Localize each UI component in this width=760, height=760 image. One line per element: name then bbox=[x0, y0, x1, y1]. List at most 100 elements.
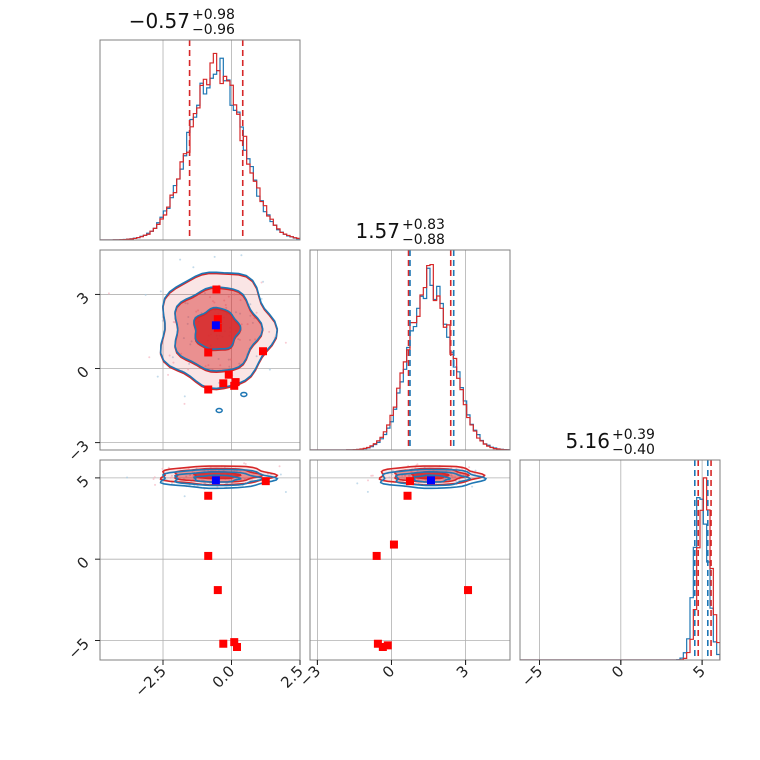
sample-point bbox=[180, 352, 183, 355]
sample-point bbox=[187, 368, 190, 371]
sample-point bbox=[211, 300, 214, 303]
contour-blue-mid bbox=[394, 470, 472, 487]
sample-point bbox=[471, 485, 474, 488]
sample-point bbox=[171, 356, 174, 359]
sample-point bbox=[244, 477, 247, 480]
panel-title-value-1: 1.57 bbox=[355, 219, 400, 243]
sample-point bbox=[462, 473, 465, 476]
marker-blue bbox=[211, 321, 220, 330]
contour-blue-mid bbox=[174, 286, 264, 372]
sample-point bbox=[203, 292, 206, 295]
sample-point bbox=[391, 473, 394, 476]
sample-point bbox=[167, 373, 170, 376]
marker-red bbox=[403, 491, 412, 500]
sample-point bbox=[249, 314, 252, 317]
marginal-panel-0 bbox=[100, 40, 300, 240]
sample-point bbox=[148, 356, 151, 359]
marker-red bbox=[204, 491, 213, 500]
sample-point bbox=[213, 301, 216, 304]
sample-point bbox=[416, 463, 419, 466]
sample-point bbox=[204, 365, 207, 368]
sample-point bbox=[450, 467, 453, 470]
pair-panel-1 bbox=[100, 460, 300, 660]
sample-point bbox=[228, 365, 231, 368]
sample-point bbox=[186, 302, 189, 305]
sample-point bbox=[279, 473, 282, 476]
sample-point bbox=[371, 474, 374, 477]
sample-point bbox=[238, 362, 241, 365]
marker-red bbox=[219, 639, 228, 648]
panel-title-lower-1: −0.88 bbox=[402, 232, 445, 248]
histogram-blue bbox=[520, 497, 720, 660]
sample-point bbox=[253, 317, 256, 320]
sample-point bbox=[184, 302, 187, 305]
panel-title-value-2: 5.16 bbox=[565, 429, 610, 453]
marker-red bbox=[230, 638, 239, 647]
sample-point bbox=[250, 478, 253, 481]
contour-blue-inner bbox=[193, 474, 242, 483]
sample-point bbox=[451, 475, 454, 478]
marker-red bbox=[224, 370, 233, 379]
sample-point bbox=[223, 299, 226, 302]
pair-panel-0 bbox=[100, 250, 300, 450]
sample-point bbox=[268, 368, 271, 371]
marker-red bbox=[261, 477, 270, 486]
sample-point bbox=[213, 255, 216, 258]
marker-red bbox=[213, 315, 222, 324]
contour-blue-outlier bbox=[215, 407, 223, 414]
histogram-red bbox=[100, 52, 300, 240]
sample-point bbox=[356, 482, 359, 485]
sample-point bbox=[233, 293, 236, 296]
sample-point bbox=[450, 474, 453, 477]
sample-point bbox=[278, 465, 281, 468]
contour-blue-inner bbox=[193, 306, 242, 351]
sample-point bbox=[173, 321, 176, 324]
sample-point bbox=[183, 395, 186, 398]
sample-point bbox=[192, 474, 195, 477]
marker-red bbox=[464, 586, 473, 595]
sample-point bbox=[255, 355, 258, 358]
sample-point bbox=[284, 341, 287, 344]
sample-point bbox=[186, 322, 189, 325]
marker-red bbox=[378, 642, 387, 651]
sample-point bbox=[238, 338, 241, 341]
marker-red bbox=[259, 347, 268, 356]
sample-point bbox=[188, 362, 191, 365]
sample-point bbox=[170, 474, 173, 477]
sample-point bbox=[243, 462, 246, 465]
sample-point bbox=[463, 477, 466, 480]
marginal-frame-2 bbox=[519, 459, 721, 661]
sample-point bbox=[152, 477, 155, 480]
sample-point bbox=[126, 476, 129, 479]
sample-point bbox=[255, 311, 258, 314]
sample-point bbox=[401, 474, 404, 477]
panel-title-upper-0: +0.98 bbox=[192, 7, 235, 23]
sample-point bbox=[183, 495, 186, 498]
sample-point bbox=[189, 343, 192, 346]
sample-point bbox=[240, 254, 243, 257]
sample-point bbox=[254, 338, 257, 341]
sample-point bbox=[224, 304, 227, 307]
contour-blue-inner bbox=[412, 474, 452, 483]
pair-frame-0 bbox=[99, 249, 301, 451]
sample-point bbox=[185, 475, 188, 478]
panel-title-lower-0: −0.96 bbox=[192, 22, 235, 38]
panel-title-lower-2: −0.40 bbox=[612, 442, 655, 458]
sample-point bbox=[190, 340, 193, 343]
sample-point bbox=[227, 358, 230, 361]
marker-blue bbox=[211, 476, 220, 485]
panel-title-value-0: −0.57 bbox=[129, 9, 190, 33]
sample-point bbox=[262, 280, 265, 283]
marker-red bbox=[212, 285, 221, 294]
sample-point bbox=[161, 319, 164, 322]
sample-point bbox=[169, 476, 172, 479]
contour-blue-outer bbox=[159, 271, 279, 390]
pair-panel-2 bbox=[310, 460, 510, 660]
sample-point bbox=[246, 323, 249, 326]
sample-point bbox=[367, 479, 370, 482]
sample-point bbox=[468, 466, 471, 469]
marker-red bbox=[406, 477, 414, 486]
sample-point bbox=[454, 476, 457, 479]
